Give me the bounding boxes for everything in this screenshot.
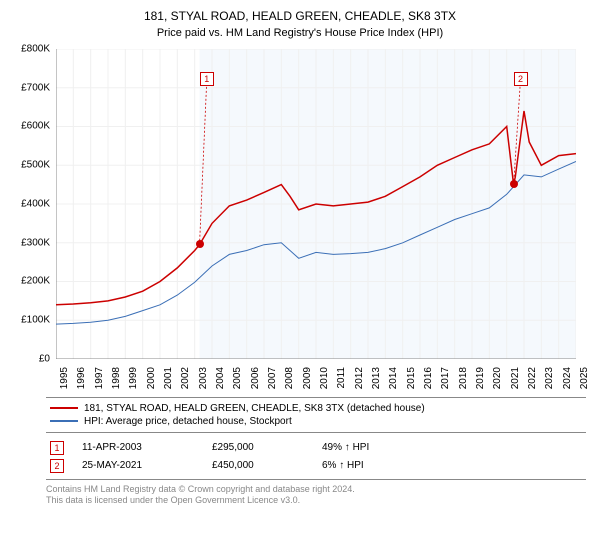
y-tick-label: £300K	[21, 237, 50, 248]
x-tick-label: 2008	[284, 367, 295, 389]
marker-hpi: 6% ↑ HPI	[322, 460, 364, 471]
marker-dot	[196, 240, 204, 248]
y-axis: £0 £100K £200K £300K £400K £500K £600K £700K £80…	[10, 45, 54, 363]
legend: 181, STYAL ROAD, HEALD GREEN, CHEADLE, S…	[46, 397, 586, 433]
y-tick-label: £800K	[21, 43, 50, 54]
x-tick-label: 2003	[198, 367, 209, 389]
marker-date: 25-MAY-2021	[82, 460, 212, 471]
plot-svg	[56, 49, 576, 359]
x-tick-label: 2020	[492, 367, 503, 389]
x-tick-label: 2004	[215, 367, 226, 389]
marker-box: 2	[514, 72, 528, 86]
y-tick-label: £600K	[21, 121, 50, 132]
x-tick-label: 2006	[250, 367, 261, 389]
legend-label: 181, STYAL ROAD, HEALD GREEN, CHEADLE, S…	[84, 403, 425, 414]
legend-label: HPI: Average price, detached house, Stoc…	[84, 416, 292, 427]
x-tick-label: 2024	[562, 367, 573, 389]
marker-id-box: 1	[50, 441, 64, 455]
x-tick-label: 2011	[336, 367, 347, 389]
marker-table: 1 11-APR-2003£295,00049% ↑ HPI 2 25-MAY-202…	[46, 439, 586, 480]
y-tick-label: £0	[39, 353, 50, 364]
x-tick-label: 2010	[319, 367, 330, 389]
x-tick-label: 2018	[458, 367, 469, 389]
x-tick-label: 2023	[544, 367, 555, 389]
marker-date: 11-APR-2003	[82, 442, 212, 453]
x-tick-label: 2013	[371, 367, 382, 389]
x-tick-label: 2014	[388, 367, 399, 389]
legend-swatch	[50, 420, 78, 422]
y-tick-label: £700K	[21, 82, 50, 93]
marker-table-row: 1 11-APR-2003£295,00049% ↑ HPI	[46, 439, 586, 457]
x-tick-label: 2022	[527, 367, 538, 389]
x-axis: 1995 1996 1997 1998 1999 2000 2001 2002 2003 2004…	[56, 363, 576, 397]
copyright-line2: This data is licensed under the Open Gov…	[46, 495, 588, 507]
chart-title-line2: Price paid vs. HM Land Registry's House …	[12, 27, 588, 39]
x-tick-label: 2005	[232, 367, 243, 389]
legend-row: HPI: Average price, detached house, Stoc…	[46, 415, 586, 428]
legend-row: 181, STYAL ROAD, HEALD GREEN, CHEADLE, S…	[46, 402, 586, 415]
x-tick-label: 2016	[423, 367, 434, 389]
x-tick-label: 1998	[111, 367, 122, 389]
x-tick-label: 2019	[475, 367, 486, 389]
x-tick-label: 2017	[440, 367, 451, 389]
x-tick-label: 2007	[267, 367, 278, 389]
marker-price: £450,000	[212, 460, 322, 471]
x-tick-label: 2025	[579, 367, 590, 389]
y-tick-label: £200K	[21, 276, 50, 287]
x-tick-label: 1995	[59, 367, 70, 389]
x-tick-label: 2009	[302, 367, 313, 389]
x-tick-label: 1997	[94, 367, 105, 389]
chart-title-line1: 181, STYAL ROAD, HEALD GREEN, CHEADLE, S…	[12, 8, 588, 25]
copyright: Contains HM Land Registry data © Crown c…	[46, 484, 588, 507]
x-tick-label: 2015	[406, 367, 417, 389]
marker-hpi: 49% ↑ HPI	[322, 442, 369, 453]
chart-area: £0 £100K £200K £300K £400K £500K £600K £700K £80…	[10, 45, 576, 395]
y-tick-label: £400K	[21, 198, 50, 209]
x-tick-label: 1999	[128, 367, 139, 389]
marker-price: £295,000	[212, 442, 322, 453]
chart-container: 181, STYAL ROAD, HEALD GREEN, CHEADLE, S…	[0, 0, 600, 560]
x-tick-label: 2001	[163, 367, 174, 389]
marker-box: 1	[200, 72, 214, 86]
plot-area: 12	[56, 49, 576, 359]
marker-table-row: 2 25-MAY-2021£450,0006% ↑ HPI	[46, 457, 586, 475]
marker-id-box: 2	[50, 459, 64, 473]
x-tick-label: 2012	[354, 367, 365, 389]
x-tick-label: 2000	[146, 367, 157, 389]
y-tick-label: £100K	[21, 315, 50, 326]
y-tick-label: £500K	[21, 160, 50, 171]
x-tick-label: 2002	[180, 367, 191, 389]
marker-dot	[510, 180, 518, 188]
legend-swatch	[50, 407, 78, 409]
x-tick-label: 1996	[76, 367, 87, 389]
x-tick-label: 2021	[510, 367, 521, 389]
copyright-line1: Contains HM Land Registry data © Crown c…	[46, 484, 588, 496]
